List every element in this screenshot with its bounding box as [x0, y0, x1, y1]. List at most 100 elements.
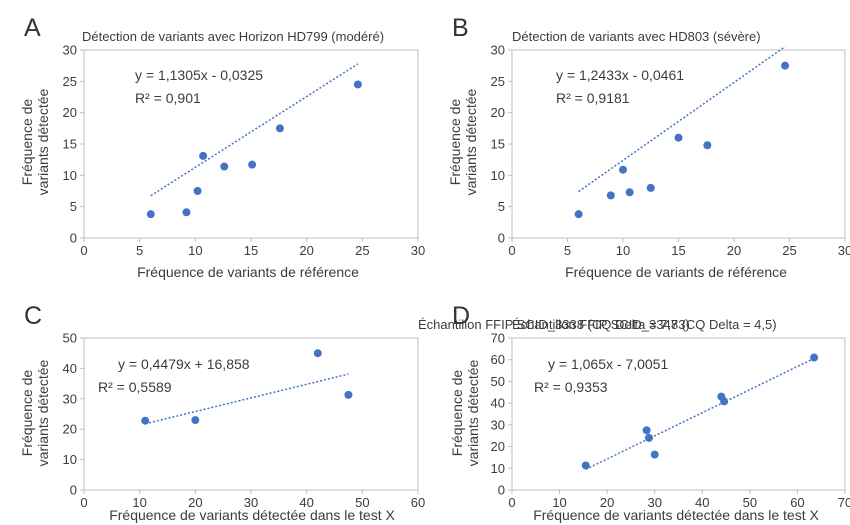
r-squared: R² = 0,901 — [135, 90, 201, 106]
y-axis-label-line: variants détectée — [465, 359, 481, 466]
x-tick-label: 15 — [244, 243, 258, 258]
x-tick-label: 60 — [411, 495, 425, 510]
y-axis-label-line: Fréquence de — [19, 99, 35, 186]
y-tick-label: 30 — [491, 417, 505, 432]
x-axis-label: Fréquence de variants détectée dans le t… — [533, 507, 819, 523]
y-axis-label-line: variants détectée — [463, 88, 479, 195]
y-axis-label-line: variants détectée — [35, 359, 51, 466]
y-tick-label: 15 — [491, 137, 505, 152]
chart-title: Détection de variants avec Horizon HD799… — [82, 29, 384, 44]
y-tick-label: 30 — [63, 391, 77, 406]
data-point — [353, 80, 362, 89]
x-tick-label: 30 — [838, 243, 850, 258]
regression-equation: y = 0,4479x + 16,858 — [118, 356, 250, 372]
data-point — [781, 61, 790, 70]
y-tick-label: 10 — [63, 168, 77, 183]
y-axis-label-line: Fréquence de — [19, 370, 35, 457]
regression-equation: y = 1,1305x - 0,0325 — [135, 67, 263, 83]
r-squared: R² = 0,9353 — [534, 379, 608, 395]
x-tick-label: 30 — [411, 243, 425, 258]
y-axis-label: Fréquence devariants détectée — [19, 359, 51, 466]
x-tick-label: 10 — [552, 495, 566, 510]
x-tick-label: 10 — [132, 495, 146, 510]
x-tick-label: 40 — [299, 495, 313, 510]
data-point — [645, 433, 654, 442]
data-point — [220, 162, 229, 171]
y-tick-label: 40 — [63, 361, 77, 376]
x-tick-label: 70 — [838, 495, 850, 510]
data-point — [810, 353, 819, 362]
y-tick-label: 25 — [63, 74, 77, 89]
data-point — [674, 133, 683, 142]
panel-a: A Détection de variants avec Horizon HD79… — [19, 14, 425, 280]
x-tick-label: 25 — [782, 243, 796, 258]
data-point — [141, 416, 150, 425]
panel-letter: A — [24, 14, 41, 42]
y-tick-label: 20 — [491, 439, 505, 454]
panel-letter: B — [452, 14, 469, 42]
trendline — [150, 63, 359, 197]
y-tick-label: 0 — [498, 483, 505, 498]
data-point — [146, 210, 155, 219]
regression-equation: y = 1,065x - 7,0051 — [548, 356, 668, 372]
x-tick-label: 20 — [600, 495, 614, 510]
x-tick-label: 10 — [616, 243, 630, 258]
y-tick-label: 10 — [491, 461, 505, 476]
data-point — [646, 183, 655, 192]
data-point — [313, 349, 322, 358]
y-axis-label-line: variants détectée — [35, 88, 51, 195]
x-axis-label: Fréquence de variants de référence — [137, 264, 359, 280]
x-tick-label: 0 — [80, 243, 87, 258]
y-axis-label: Fréquence devariants détectée — [19, 88, 51, 195]
r-squared: R² = 0,9181 — [556, 90, 630, 106]
y-tick-label: 40 — [491, 396, 505, 411]
y-axis-label-line: Fréquence de — [449, 370, 465, 457]
trendline — [145, 373, 349, 425]
y-tick-label: 30 — [491, 43, 505, 58]
x-tick-label: 30 — [647, 495, 661, 510]
x-tick-label: 20 — [299, 243, 313, 258]
panel-letter: C — [24, 302, 42, 330]
y-tick-label: 0 — [70, 231, 77, 246]
y-tick-label: 10 — [491, 168, 505, 183]
x-tick-label: 40 — [695, 495, 709, 510]
y-tick-label: 5 — [498, 199, 505, 214]
x-tick-label: 60 — [790, 495, 804, 510]
data-point — [193, 187, 202, 195]
data-point — [720, 397, 729, 406]
y-tick-label: 15 — [63, 137, 77, 152]
y-tick-label: 50 — [63, 331, 77, 346]
regression-equation: y = 1,2433x - 0,0461 — [556, 67, 684, 83]
x-tick-label: 5 — [564, 243, 571, 258]
y-axis-label-line: Fréquence de — [447, 99, 463, 186]
data-point — [619, 165, 627, 174]
x-tick-label: 50 — [743, 495, 757, 510]
x-axis-label: Fréquence de variants de référence — [565, 264, 787, 280]
x-tick-label: 0 — [80, 495, 87, 510]
y-axis-label: Fréquence devariants détectée — [447, 88, 479, 195]
y-tick-label: 20 — [63, 422, 77, 437]
y-tick-label: 70 — [491, 331, 505, 346]
x-axis-label: Fréquence de variants détectée dans le t… — [109, 507, 395, 523]
x-tick-label: 30 — [244, 495, 258, 510]
y-tick-label: 0 — [498, 231, 505, 246]
y-tick-label: 10 — [63, 452, 77, 467]
x-tick-label: 50 — [355, 495, 369, 510]
chart-title: Détection de variants avec HD803 (sévère… — [512, 29, 761, 44]
y-tick-label: 0 — [70, 483, 77, 498]
data-point — [191, 416, 200, 425]
panel-b: B Détection de variants avec HD803 (sévèr… — [447, 14, 850, 280]
r-squared: R² = 0,5589 — [98, 379, 172, 395]
panel-letter: D — [452, 302, 470, 330]
x-tick-label: 0 — [508, 243, 515, 258]
x-tick-label: 15 — [671, 243, 685, 258]
x-tick-label: 20 — [188, 495, 202, 510]
y-tick-label: 25 — [491, 74, 505, 89]
trendline — [585, 357, 815, 471]
y-tick-label: 30 — [63, 43, 77, 58]
x-tick-label: 5 — [136, 243, 143, 258]
y-tick-label: 50 — [491, 374, 505, 389]
data-point — [199, 151, 208, 160]
y-tick-label: 60 — [491, 352, 505, 367]
data-point — [625, 188, 634, 197]
